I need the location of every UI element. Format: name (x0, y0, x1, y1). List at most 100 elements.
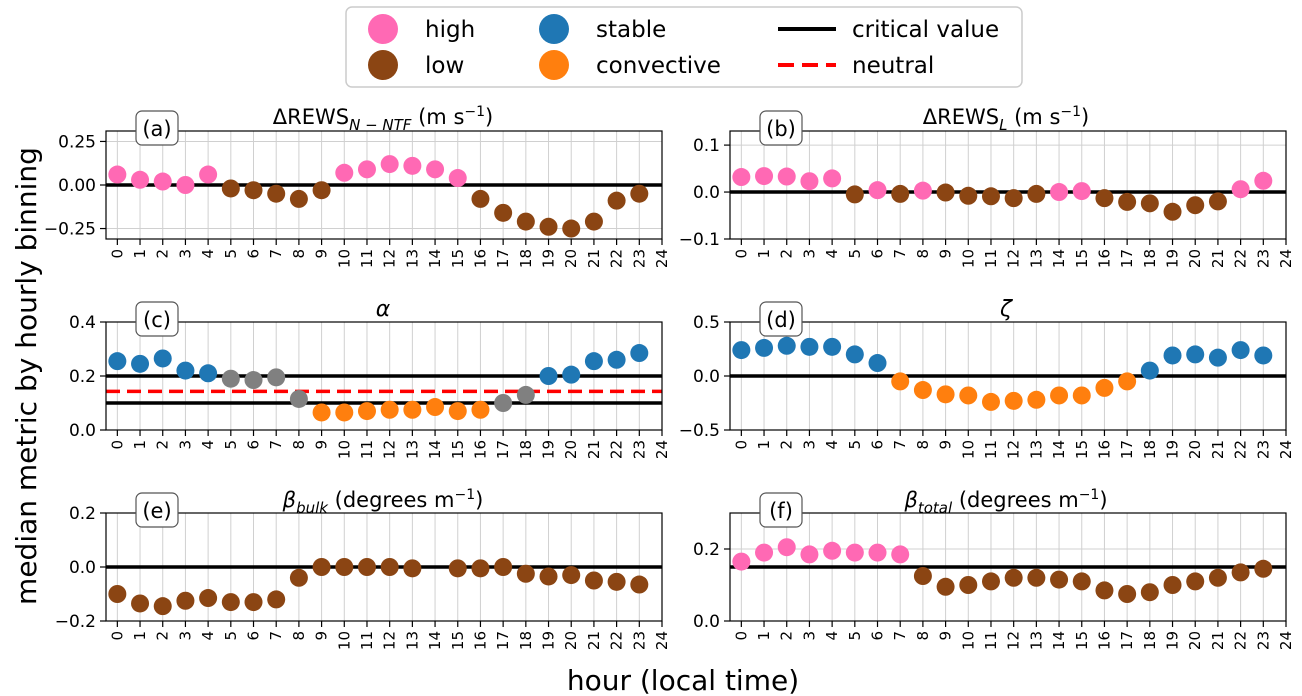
data-point-low (607, 191, 626, 210)
data-point-stable (777, 336, 796, 355)
data-point-low (403, 559, 422, 578)
data-point-low (199, 589, 218, 608)
data-point-stable (131, 354, 150, 373)
data-point-low (1118, 585, 1137, 603)
data-point-high (403, 156, 422, 175)
x-tick-label: 24 (1277, 249, 1295, 268)
figure-ylabel: median metric by hourly binning (10, 147, 43, 605)
data-point-convective (335, 403, 354, 422)
data-point-stable (199, 364, 218, 383)
data-point-stable (1231, 341, 1250, 360)
data-point-stable (732, 341, 751, 360)
x-tick-label: 6 (869, 440, 887, 450)
x-tick-label: 1 (755, 440, 773, 450)
x-tick-label: 13 (403, 631, 421, 650)
panels: −0.250.000.250 1 2 3 4 5 6 7 8 9 10 11 12 13 14 15 16 17 1… (44, 110, 1295, 650)
data-point-stable (584, 352, 603, 371)
x-tick-label: 14 (1050, 249, 1068, 268)
x-tick-label: 8 (290, 631, 308, 641)
data-point-low (516, 212, 535, 231)
panel-label-box (759, 110, 803, 146)
data-point-low (1254, 559, 1273, 578)
x-tick-label: 21 (585, 249, 603, 268)
data-point-stable (755, 338, 774, 357)
legend-label-neutral: neutral (852, 53, 934, 79)
data-point-high (823, 541, 842, 560)
data-point-low (289, 189, 308, 208)
x-tick-label: 1 (131, 249, 149, 259)
x-tick-label: 12 (1005, 440, 1023, 459)
x-tick-label: 3 (176, 440, 194, 450)
data-point-low (936, 183, 955, 202)
data-point-low (584, 571, 603, 590)
data-point-low (936, 577, 955, 596)
x-tick-label: 14 (426, 631, 444, 650)
x-tick-label: 13 (1027, 249, 1045, 268)
x-tick-label: 20 (562, 249, 580, 268)
data-point-low (471, 189, 490, 208)
x-tick-label: 19 (540, 440, 558, 459)
data-point-high (732, 168, 751, 187)
x-tick-label: 3 (800, 631, 818, 641)
panel-label-box (135, 492, 179, 528)
data-point-low (494, 558, 513, 576)
data-point-stable (153, 349, 172, 368)
x-tick-label: 21 (585, 631, 603, 650)
data-point-high (868, 543, 887, 562)
data-point-stable (1254, 346, 1273, 365)
x-tick-label: 23 (630, 249, 648, 268)
x-tick-label: 2 (778, 440, 796, 450)
x-tick-label: 15 (449, 631, 467, 650)
panel-title-d: ζ (999, 297, 1013, 322)
x-tick-label: 18 (517, 440, 535, 459)
x-tick-label: 20 (1186, 440, 1204, 459)
x-tick-label: 7 (267, 631, 285, 641)
x-tick-label: 10 (959, 249, 977, 268)
data-point-convective (1027, 390, 1046, 409)
data-point-low (1186, 572, 1205, 591)
legend-marker-high (368, 14, 398, 44)
x-tick-label: 20 (562, 440, 580, 459)
x-tick-label: 24 (653, 249, 671, 268)
data-point-low (1095, 189, 1114, 208)
x-tick-label: 19 (540, 631, 558, 650)
legend-label-stable: stable (596, 17, 666, 43)
data-point-neutral_gray (516, 385, 535, 404)
x-tick-label: 0 (732, 440, 750, 450)
x-tick-label: 3 (800, 440, 818, 450)
x-tick-label: 1 (131, 440, 149, 450)
x-tick-label: 0 (108, 440, 126, 450)
x-tick-label: 18 (1141, 249, 1159, 268)
data-point-high (777, 167, 796, 186)
data-point-high (845, 543, 864, 562)
data-point-convective (936, 385, 955, 404)
panel-f: 0.00.20 1 2 3 4 5 6 7 8 9 10 11 12 13 14 15 16 17 18 19 20 21… (693, 492, 1295, 650)
data-point-low (448, 559, 467, 578)
x-tick-label: 2 (154, 440, 172, 450)
data-point-high (823, 169, 842, 188)
y-tick-label: 0.0 (69, 558, 96, 578)
data-point-low (221, 593, 240, 612)
x-tick-label: 0 (732, 249, 750, 259)
data-point-stable (108, 352, 127, 371)
data-point-low (1163, 202, 1182, 221)
panel-c: 0.00.20.40 1 2 3 4 5 6 7 8 9 10 11 12 13 14 15 16 17 18 19 2… (69, 301, 671, 459)
x-tick-label: 3 (176, 631, 194, 641)
data-point-low (1027, 184, 1046, 203)
panel-label: (d) (766, 308, 796, 332)
data-point-stable (176, 361, 195, 380)
data-point-low (1004, 189, 1023, 208)
data-point-low (913, 567, 932, 585)
data-point-low (221, 179, 240, 198)
data-point-low (959, 186, 978, 205)
x-tick-label: 5 (846, 631, 864, 641)
data-point-low (380, 558, 399, 576)
x-tick-label: 4 (823, 631, 841, 641)
x-tick-label: 1 (131, 631, 149, 641)
panel-a: −0.250.000.250 1 2 3 4 5 6 7 8 9 10 11 12 13 14 15 16 17 1… (44, 110, 671, 268)
data-point-low (108, 585, 127, 603)
data-point-low (959, 576, 978, 594)
data-point-convective (981, 392, 1000, 411)
legend-label-critical: critical value (852, 17, 999, 43)
